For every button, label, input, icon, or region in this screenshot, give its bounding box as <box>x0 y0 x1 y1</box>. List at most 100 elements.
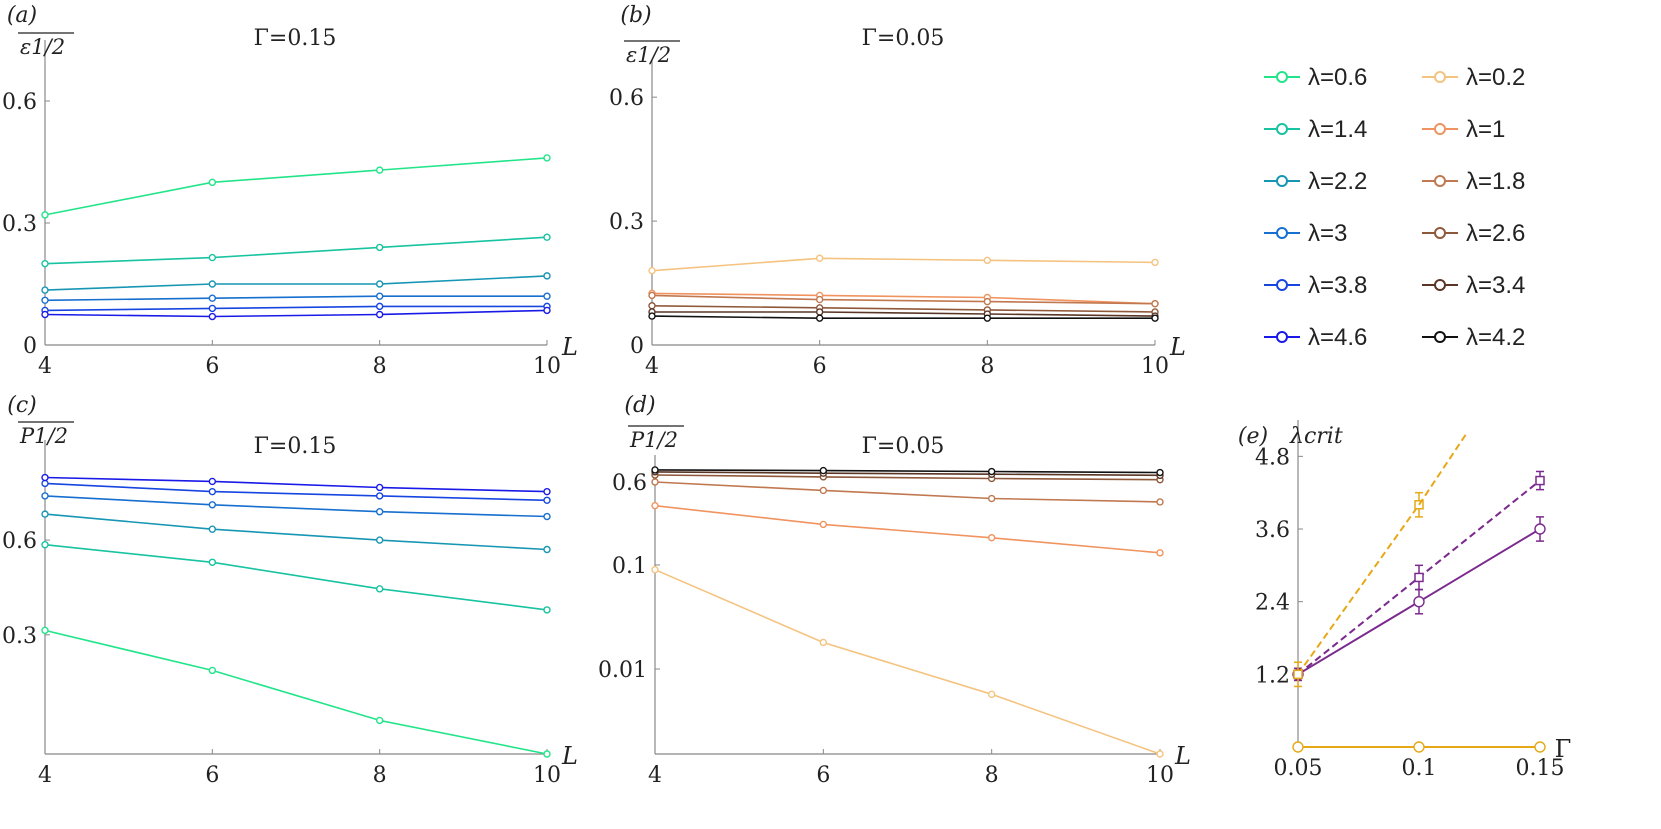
x-tick-label: 10 <box>1141 354 1169 379</box>
data-point <box>375 280 384 288</box>
x-tick-label: 6 <box>205 763 219 788</box>
series-orange-solid-circles <box>1292 741 1546 753</box>
series-line <box>44 157 548 216</box>
data-point <box>375 310 384 319</box>
data-point <box>648 291 656 300</box>
data-point <box>375 302 384 311</box>
series-line <box>652 311 1156 317</box>
panel-title: Γ=0.15 <box>254 434 337 459</box>
series-line <box>654 504 1161 554</box>
data-point <box>543 487 551 496</box>
series---4.6 <box>41 473 551 496</box>
y-tick-label: 0.01 <box>598 658 647 683</box>
data-point <box>648 302 656 310</box>
y-tick-label: 0 <box>23 334 37 359</box>
y-tick-label: 0.6 <box>2 529 37 554</box>
data-point <box>1413 741 1425 753</box>
x-tick-label: 8 <box>980 354 994 379</box>
series---3.8 <box>41 479 551 504</box>
data-point <box>983 256 992 265</box>
data-point <box>208 477 217 486</box>
data-point <box>819 638 828 647</box>
series---2.2 <box>41 272 551 294</box>
series---0.6 <box>41 626 551 758</box>
legend-item: λ=2.2 <box>1264 168 1367 195</box>
y-axis-label: P1/2 <box>19 424 68 448</box>
series-line <box>44 275 548 291</box>
data-point <box>1156 468 1164 477</box>
x-axis-label: L <box>1174 742 1191 770</box>
series---4.6 <box>41 306 551 321</box>
series-line <box>654 471 1161 477</box>
x-tick-label: 4 <box>648 763 662 788</box>
panel-label: (e) <box>1238 424 1268 449</box>
data-point <box>987 494 996 503</box>
data-point <box>375 492 384 500</box>
legend-swatch-marker <box>1434 123 1446 135</box>
data-point <box>1292 741 1304 753</box>
legend-item: λ=1 <box>1422 116 1505 143</box>
series---4.2 <box>648 312 1159 322</box>
y-tick-label: 0.1 <box>612 554 647 579</box>
data-point <box>208 280 217 288</box>
legend-label: λ=4.2 <box>1466 324 1525 351</box>
series-line <box>44 236 548 265</box>
x-axis-label: L <box>1169 333 1186 361</box>
data-point <box>375 508 384 516</box>
data-point <box>375 585 384 593</box>
legend-label: λ=3.4 <box>1466 272 1525 299</box>
x-tick-label: 0.15 <box>1516 756 1565 781</box>
data-point <box>815 314 824 322</box>
legend-swatch-marker <box>1276 123 1288 135</box>
data-point <box>1535 475 1545 486</box>
x-tick-label: 0.05 <box>1274 756 1323 781</box>
series---3.8 <box>41 302 551 315</box>
data-point <box>1293 669 1303 680</box>
data-point <box>543 512 551 521</box>
x-axis-label: L <box>561 333 578 361</box>
legend-swatch-marker <box>1434 227 1446 239</box>
series---0.6 <box>41 154 551 219</box>
series---1 <box>648 289 1159 308</box>
series-line <box>44 305 547 312</box>
legend-label: λ=2.2 <box>1308 168 1367 195</box>
y-tick-label: 0.6 <box>612 471 647 496</box>
legend-label: λ=1 <box>1466 116 1505 143</box>
series---3 <box>41 292 551 304</box>
data-point <box>815 295 824 304</box>
panel-e: 0.05 0.1 0.15Γ 1.2 2.4 3.6 4.8(e) λcrit <box>1238 420 1571 781</box>
series-purple-solid-circles <box>1292 516 1546 682</box>
y-axis-label: ε1/2 <box>20 35 65 59</box>
data-point <box>1156 549 1164 557</box>
data-point <box>815 254 824 262</box>
data-point <box>543 292 551 300</box>
x-tick-label: 4 <box>38 354 52 379</box>
y-tick-label: 0 <box>630 334 644 359</box>
y-axis-label: λcrit <box>1289 424 1343 449</box>
series-line <box>44 309 548 318</box>
legend-item: λ=3.4 <box>1422 272 1525 299</box>
data-point <box>987 467 996 476</box>
data-point <box>543 496 551 504</box>
data-point <box>819 486 828 495</box>
series---4.2 <box>651 466 1164 477</box>
panel-c: 4 6 8 10L 0.3 0.6 (c) P1/2 Γ=0.15 <box>2 393 578 788</box>
panel-label: (a) <box>7 3 37 28</box>
legend-swatch-marker <box>1434 175 1446 187</box>
data-point <box>543 750 551 758</box>
series---0.2 <box>651 566 1164 758</box>
data-point <box>983 297 992 306</box>
series-line <box>1297 504 1420 675</box>
x-tick-label: 8 <box>373 763 387 788</box>
legend-swatch-marker <box>1434 71 1446 83</box>
series-line <box>651 315 1155 320</box>
legend-label: λ=3.8 <box>1308 272 1367 299</box>
data-point <box>1156 498 1164 506</box>
x-tick-label: 10 <box>1146 763 1174 788</box>
y-tick-label: 0.3 <box>2 624 37 649</box>
data-point <box>1534 741 1546 753</box>
data-point <box>543 154 551 162</box>
data-point <box>815 308 824 316</box>
data-point <box>41 310 49 319</box>
